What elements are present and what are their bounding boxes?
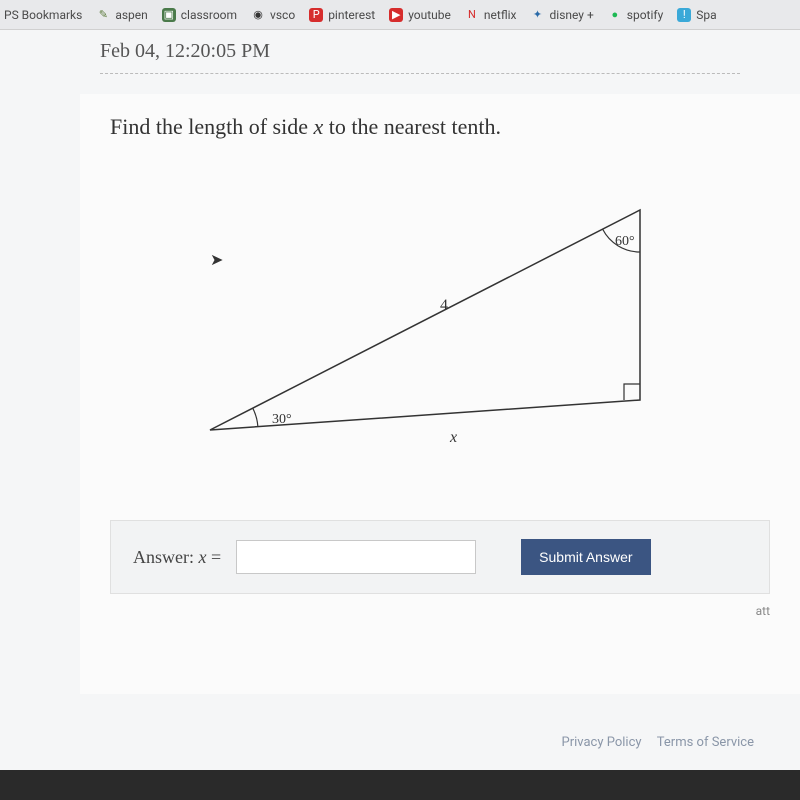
answer-label-prefix: Answer: [133,547,199,567]
svg-text:4: 4 [440,297,448,314]
bookmark-icon: P [309,8,323,22]
bookmark-label: disney + [550,8,594,22]
submit-button[interactable]: Submit Answer [521,539,650,575]
svg-text:x: x [449,429,457,446]
bookmark-label: aspen [115,8,147,22]
answer-row: Answer: x = Submit Answer [110,520,770,594]
bookmark-label: netflix [484,8,517,22]
bookmark-item[interactable]: ! Spa [677,8,716,22]
bookmark-label: vsco [270,8,295,22]
answer-variable: x [199,547,207,567]
bookmark-label: youtube [408,8,451,22]
bookmark-icon: ▶ [389,8,403,22]
bookmark-icon: ✎ [96,8,110,22]
answer-label: Answer: x = [133,547,221,568]
privacy-link[interactable]: Privacy Policy [562,735,642,750]
bookmarks-bar: PS Bookmarks ✎ aspen ▣ classroom ◉ vsco Ppinter… [0,0,800,30]
footer-links: Privacy Policy Terms of Service [556,735,760,750]
bottom-bar [0,770,800,800]
bookmark-icon: N [465,8,479,22]
bookmark-icon: ! [677,8,691,22]
question-variable: x [313,114,323,139]
answer-equals: = [207,547,222,567]
attempt-text: att [110,594,770,618]
bookmark-label: pinterest [328,8,375,22]
bookmark-item[interactable]: ● spotify [608,8,663,22]
bookmark-item[interactable]: ✦ disney + [531,8,594,22]
bookmark-icon: ● [608,8,622,22]
bookmark-item[interactable]: ▣ classroom [162,8,237,22]
terms-link[interactable]: Terms of Service [657,735,754,750]
bookmark-label: PS Bookmarks [4,8,82,22]
question-text: Find the length of side x to the nearest… [110,114,770,140]
answer-input[interactable] [236,540,476,574]
bookmark-label: spotify [627,8,663,22]
bookmark-label: classroom [181,8,237,22]
question-suffix: to the nearest tenth. [323,114,501,139]
divider [100,73,740,74]
question-prefix: Find the length of side [110,114,313,139]
bookmark-item[interactable]: Ppinterest [309,8,375,22]
bookmark-item[interactable]: PS Bookmarks [4,8,82,22]
bookmark-item[interactable]: Nnetflix [465,8,517,22]
bookmark-icon: ◉ [251,8,265,22]
bookmark-item[interactable]: ◉ vsco [251,8,295,22]
triangle-svg: 30° 60° 4 x [150,170,750,470]
svg-text:60°: 60° [615,234,635,249]
triangle-diagram: ➤ 30°60°4x [150,170,730,490]
bookmark-icon: ▣ [162,8,176,22]
question-area: Find the length of side x to the nearest… [80,94,800,694]
timestamp: Feb 04, 12:20:05 PM [0,30,800,73]
bookmark-label: Spa [696,8,716,22]
bookmark-icon: ✦ [531,8,545,22]
svg-text:30°: 30° [272,412,292,427]
bookmark-item[interactable]: ▶ youtube [389,8,451,22]
content-area: Feb 04, 12:20:05 PM Find the length of s… [0,30,800,800]
bookmark-item[interactable]: ✎ aspen [96,8,147,22]
